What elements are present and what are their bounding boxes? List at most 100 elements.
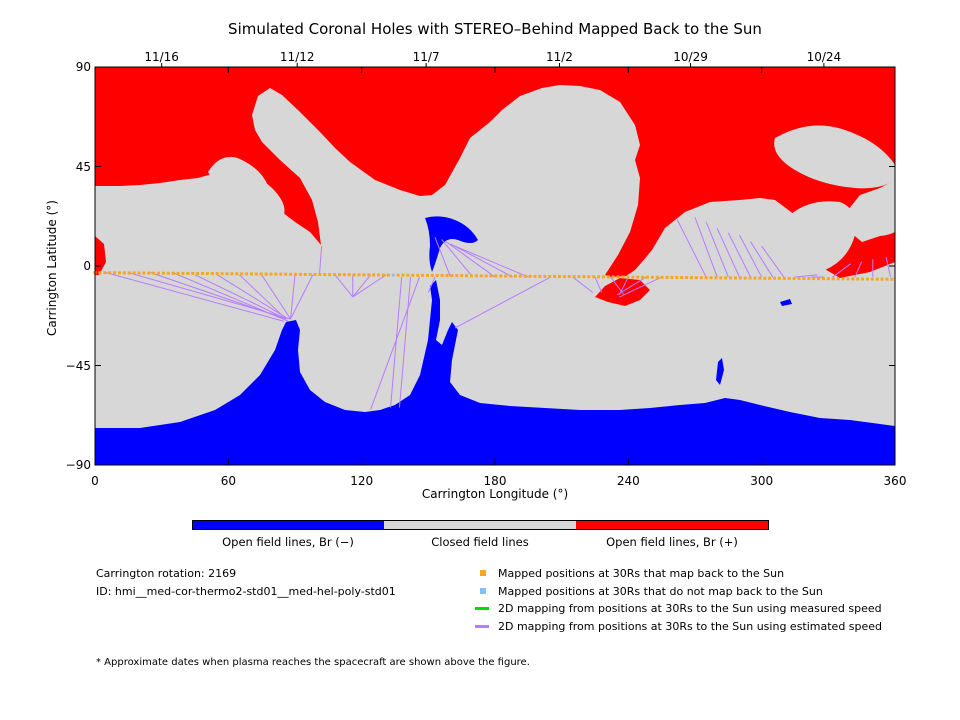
- axis-ticks-group: [94, 63, 896, 466]
- mapped-position-marker: [342, 273, 346, 277]
- mapped-position-marker: [435, 273, 439, 277]
- field-line: [705, 221, 729, 278]
- mapped-position-marker: [176, 271, 180, 275]
- mapped-position-marker: [509, 274, 513, 278]
- mapped-position-marker: [401, 273, 405, 277]
- mapped-position-marker: [606, 275, 610, 279]
- field-line: [694, 217, 718, 278]
- mapped-position-marker: [821, 277, 825, 281]
- top-date-label: 10/29: [673, 50, 708, 64]
- closed-island-5: [853, 193, 895, 236]
- mapped-position-marker: [557, 274, 561, 278]
- mapped-position-marker: [450, 274, 454, 278]
- mapped-position-marker: [465, 274, 469, 278]
- closed-island-4: [788, 201, 856, 270]
- mapped-position-marker: [377, 273, 381, 277]
- field-line: [390, 277, 403, 408]
- legend-measured-line: [475, 607, 489, 610]
- mapped-position-marker: [245, 272, 249, 276]
- mapped-position-marker: [582, 275, 586, 279]
- colorbar-positive: [576, 520, 768, 529]
- y-axis-label: Carrington Latitude (°): [45, 200, 59, 336]
- mapped-position-marker: [880, 277, 884, 281]
- mapped-position-marker: [396, 273, 400, 277]
- mapped-position-marker: [714, 276, 718, 280]
- mapped-position-marker: [807, 277, 811, 281]
- mapped-position-marker: [626, 275, 630, 279]
- mapped-position-marker: [181, 271, 185, 275]
- mapped-position-marker: [108, 271, 112, 275]
- mapped-position-marker: [689, 276, 693, 280]
- mapped-position-marker: [870, 277, 874, 281]
- mapped-position-marker: [323, 273, 327, 277]
- colorbar-negative: [192, 520, 384, 529]
- field-line: [885, 257, 892, 278]
- mapped-position-marker: [469, 274, 473, 278]
- mapped-position-marker: [142, 271, 146, 275]
- mapped-position-marker: [841, 277, 845, 281]
- mapped-position-marker: [460, 274, 464, 278]
- negative-speck-2: [716, 358, 724, 385]
- mapped-position-marker: [548, 274, 552, 278]
- mapped-position-marker: [362, 273, 366, 277]
- mapped-position-marker: [313, 272, 317, 276]
- mapped-position-marker: [724, 276, 728, 280]
- top-date-label: 11/16: [144, 50, 179, 64]
- field-line: [750, 241, 774, 278]
- field-line: [434, 237, 452, 278]
- mapped-position-marker: [685, 276, 689, 280]
- mapped-position-marker: [865, 277, 869, 281]
- mapped-position-marker: [264, 272, 268, 276]
- field-line: [290, 274, 296, 320]
- mapped-position-marker: [597, 275, 601, 279]
- mapped-position-marker: [621, 275, 625, 279]
- mapped-position-marker: [763, 276, 767, 280]
- y-tick-label: −90: [65, 458, 91, 472]
- mapped-position-marker: [386, 273, 390, 277]
- colorbar-label-closed: Closed field lines: [431, 535, 529, 549]
- field-line: [427, 276, 436, 293]
- mapped-position-marker: [367, 273, 371, 277]
- mapped-position-marker: [699, 276, 703, 280]
- mapped-position-marker: [636, 275, 640, 279]
- mapped-position-marker: [572, 275, 576, 279]
- west-positive-patch: [95, 236, 106, 275]
- mapped-position-marker: [117, 271, 121, 275]
- y-tick-label: −45: [65, 358, 91, 373]
- field-line: [618, 276, 629, 295]
- mapped-position-marker: [812, 277, 816, 281]
- mapped-position-marker: [743, 276, 747, 280]
- field-line: [445, 241, 496, 278]
- mapped-position-marker: [479, 274, 483, 278]
- y-tick-label: 0: [83, 259, 91, 273]
- mapped-position-marker: [885, 277, 889, 281]
- x-tick-label: 240: [616, 474, 640, 488]
- x-axis-label: Carrington Longitude (°): [421, 487, 569, 501]
- mapped-position-marker: [298, 272, 302, 276]
- mapped-position-marker: [856, 277, 860, 281]
- field-line: [594, 276, 603, 293]
- mapped-position-marker: [631, 275, 635, 279]
- mapped-position-marker: [430, 273, 434, 277]
- south-negative-region: [95, 280, 895, 465]
- mapped-position-marker: [147, 271, 151, 275]
- mapped-position-marker: [474, 274, 478, 278]
- top-date-label: 11/12: [279, 50, 315, 64]
- mapped-position-marker: [851, 277, 855, 281]
- chart-title: Simulated Coronal Holes with STEREO–Behi…: [228, 20, 762, 38]
- mapped-position-marker: [161, 271, 165, 275]
- mapped-position-marker: [489, 274, 493, 278]
- mapped-position-marker: [289, 272, 293, 276]
- mapped-position-marker: [225, 272, 229, 276]
- mapped-position-marker: [445, 274, 449, 278]
- mapped-position-marker: [259, 272, 263, 276]
- footnote: * Approximate dates when plasma reaches …: [96, 657, 530, 668]
- mapped-position-marker: [235, 272, 239, 276]
- mapped-position-marker: [616, 275, 620, 279]
- mapped-position-marker: [655, 275, 659, 279]
- closed-island-2: [231, 173, 285, 224]
- mapped-position-marker: [665, 275, 669, 279]
- mapped-position-marker: [421, 273, 425, 277]
- mapped-position-marker: [504, 274, 508, 278]
- mapped-position-marker: [220, 272, 224, 276]
